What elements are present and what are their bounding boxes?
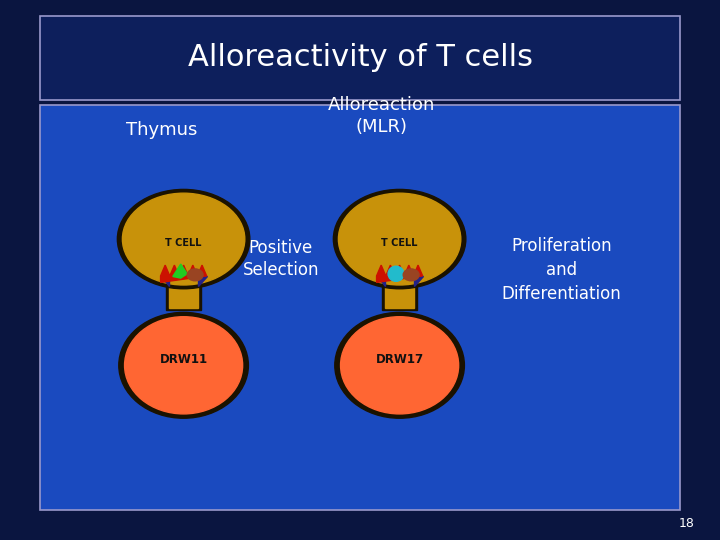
Ellipse shape bbox=[335, 312, 464, 419]
Text: T CELL: T CELL bbox=[166, 238, 202, 248]
Ellipse shape bbox=[341, 316, 459, 414]
Text: 18: 18 bbox=[679, 517, 695, 530]
Text: DRW11: DRW11 bbox=[160, 353, 207, 367]
Polygon shape bbox=[377, 276, 385, 286]
Polygon shape bbox=[173, 264, 187, 278]
FancyBboxPatch shape bbox=[40, 16, 680, 100]
Bar bbox=[382, 276, 417, 310]
Polygon shape bbox=[377, 265, 423, 282]
Text: Thymus: Thymus bbox=[126, 120, 197, 139]
Ellipse shape bbox=[125, 316, 243, 414]
Text: Alloreaction
(MLR): Alloreaction (MLR) bbox=[328, 96, 436, 136]
Text: Alloreactivity of T cells: Alloreactivity of T cells bbox=[187, 43, 533, 72]
Polygon shape bbox=[161, 265, 207, 282]
Bar bbox=[169, 278, 198, 308]
FancyBboxPatch shape bbox=[40, 105, 680, 510]
Polygon shape bbox=[161, 276, 169, 286]
Ellipse shape bbox=[403, 269, 419, 281]
Polygon shape bbox=[198, 276, 207, 286]
Circle shape bbox=[333, 190, 466, 289]
Ellipse shape bbox=[119, 312, 248, 419]
Text: Positive
Selection: Positive Selection bbox=[243, 239, 319, 279]
Text: Proliferation
and
Differentiation: Proliferation and Differentiation bbox=[502, 238, 621, 302]
Circle shape bbox=[338, 193, 461, 285]
Ellipse shape bbox=[388, 266, 404, 281]
Polygon shape bbox=[414, 276, 423, 286]
Circle shape bbox=[117, 190, 250, 289]
Bar bbox=[166, 276, 201, 310]
Bar bbox=[385, 278, 414, 308]
Text: T CELL: T CELL bbox=[382, 238, 418, 248]
Circle shape bbox=[122, 193, 245, 285]
Ellipse shape bbox=[187, 269, 203, 281]
Text: DRW17: DRW17 bbox=[376, 353, 423, 367]
